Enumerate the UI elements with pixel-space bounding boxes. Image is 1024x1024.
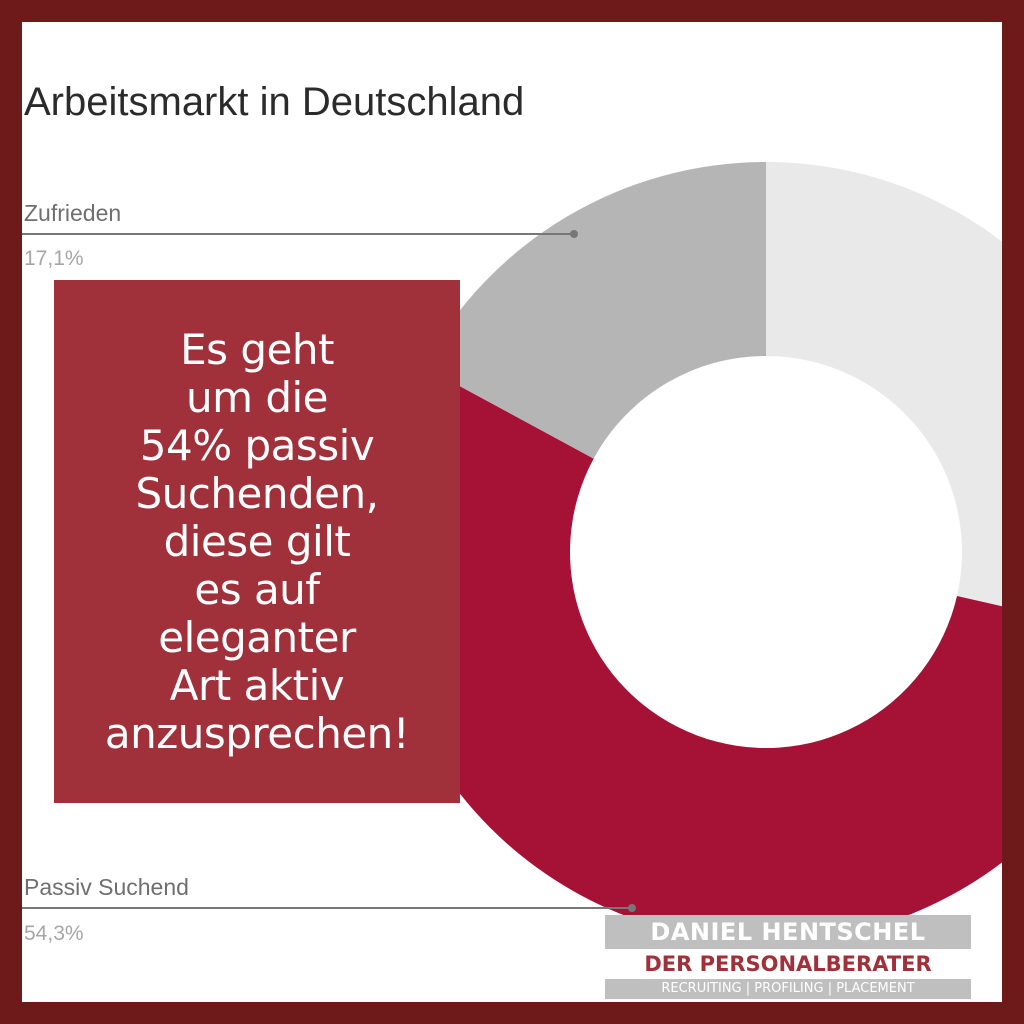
- callout-box: Es geht um die 54% passiv Suchenden, die…: [54, 280, 460, 803]
- donut-chart: [22, 162, 1002, 942]
- donut-slice-other: [766, 162, 1002, 607]
- label-passiv-suchend: Passiv Suchend: [24, 874, 189, 900]
- callout-line: anzusprechen!: [104, 708, 410, 758]
- label-zufrieden: Zufrieden: [24, 200, 122, 226]
- brand-block: DANIEL HENTSCHEL DER PERSONALBERATER REC…: [605, 915, 971, 999]
- callout-line: Suchenden,: [135, 468, 379, 518]
- brand-subtitle: DER PERSONALBERATER: [605, 949, 971, 979]
- donut-slice-passiv-suchend: [376, 366, 1002, 942]
- callout-line: um die: [185, 372, 329, 422]
- percent-zufrieden: 17,1%: [24, 247, 84, 270]
- callout-text: Es geht um die 54% passiv Suchenden, die…: [104, 324, 410, 758]
- callout-line: Es geht: [180, 324, 334, 374]
- leader-line-zufrieden-dot: [570, 230, 578, 238]
- leader-line-passiv-suchend-dot: [628, 904, 636, 912]
- callout-line: eleganter: [158, 612, 356, 662]
- brand-name: DANIEL HENTSCHEL: [605, 915, 971, 949]
- callout-line: diese gilt: [163, 516, 351, 566]
- callout-line: es auf: [194, 564, 320, 614]
- brand-tagline: RECRUITING | PROFILING | PLACEMENT: [605, 979, 971, 999]
- chart-title: Arbeitsmarkt in Deutschland: [24, 80, 525, 124]
- graphic-frame: Arbeitsmarkt in Deutschland Zufrieden 17…: [22, 22, 1002, 1002]
- callout-line: Art aktiv: [169, 660, 345, 710]
- callout-line: 54% passiv: [139, 420, 375, 470]
- percent-passiv-suchend: 54,3%: [24, 922, 84, 945]
- donut-slice-zufrieden: [423, 162, 766, 459]
